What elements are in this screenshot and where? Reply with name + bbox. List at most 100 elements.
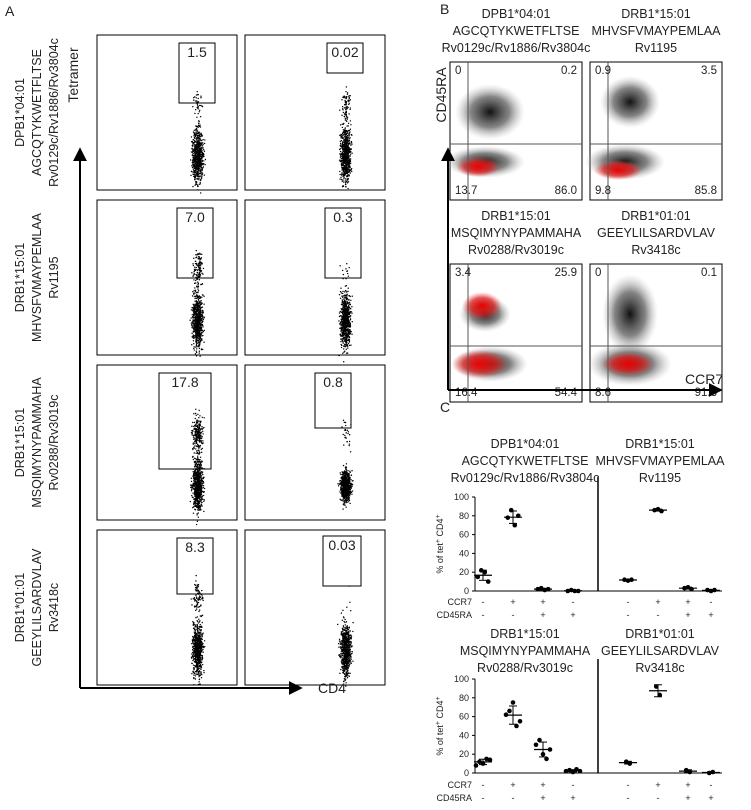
event	[198, 458, 200, 461]
event	[341, 180, 343, 182]
event	[341, 303, 344, 306]
event	[198, 297, 201, 299]
event	[202, 317, 204, 319]
event	[198, 475, 201, 477]
event	[339, 140, 341, 142]
event	[195, 434, 197, 437]
event	[345, 130, 348, 132]
event	[195, 523, 198, 526]
event	[201, 471, 204, 473]
event	[193, 279, 195, 281]
event	[343, 327, 346, 330]
gate	[326, 42, 364, 74]
event	[197, 150, 200, 152]
event	[340, 135, 343, 138]
event	[196, 455, 199, 457]
gate-value: 0.8	[323, 374, 343, 390]
event	[344, 479, 346, 481]
event	[195, 477, 197, 480]
event	[201, 152, 204, 154]
event	[346, 352, 349, 354]
event	[197, 185, 199, 188]
event	[195, 264, 198, 266]
event	[193, 295, 195, 297]
event	[340, 292, 343, 294]
event	[347, 325, 349, 328]
event	[197, 295, 199, 298]
event	[196, 151, 198, 153]
event	[348, 142, 351, 144]
event	[344, 180, 346, 182]
event	[343, 177, 345, 179]
event	[345, 186, 347, 188]
event	[343, 476, 346, 479]
event	[196, 132, 198, 135]
event	[345, 294, 347, 297]
event	[196, 332, 199, 335]
event	[199, 142, 201, 144]
event	[341, 493, 343, 496]
event	[198, 183, 200, 186]
event	[198, 111, 201, 113]
event	[202, 148, 204, 150]
event	[203, 142, 206, 145]
event	[193, 129, 196, 131]
event	[191, 434, 193, 436]
event	[202, 273, 204, 275]
event	[345, 151, 348, 154]
event	[194, 509, 197, 511]
event	[192, 475, 194, 477]
event	[348, 129, 351, 132]
event	[348, 440, 351, 443]
event	[192, 185, 194, 188]
event	[198, 440, 200, 442]
event	[345, 470, 348, 473]
event	[342, 141, 344, 143]
event	[345, 506, 347, 508]
event	[350, 308, 352, 310]
event	[345, 339, 347, 342]
event	[201, 428, 204, 430]
event	[199, 271, 201, 273]
event	[196, 338, 198, 340]
event	[344, 178, 347, 180]
event	[344, 491, 347, 494]
event	[198, 148, 201, 151]
event	[203, 341, 205, 343]
event	[197, 502, 200, 504]
event	[201, 460, 203, 462]
event	[196, 254, 198, 256]
event	[199, 481, 201, 483]
event	[349, 451, 352, 453]
event	[199, 161, 201, 163]
event	[347, 476, 349, 478]
flow-plot	[244, 199, 386, 356]
event	[343, 333, 345, 335]
event	[351, 143, 353, 145]
event	[344, 144, 346, 147]
event	[192, 131, 195, 133]
event	[201, 321, 204, 323]
event	[196, 428, 198, 430]
event	[193, 498, 195, 501]
event	[346, 92, 349, 94]
event	[193, 346, 195, 348]
event	[194, 346, 197, 348]
event	[339, 124, 342, 126]
event	[199, 458, 201, 461]
event	[199, 265, 202, 267]
event	[202, 318, 205, 321]
event	[345, 115, 348, 118]
row-label: GEEYLILSARDVLAV	[30, 548, 44, 667]
event	[204, 139, 206, 141]
event	[193, 314, 195, 317]
event	[194, 313, 196, 316]
event	[350, 487, 352, 489]
event	[201, 495, 204, 497]
event	[347, 152, 349, 154]
row-label: Rv3418c	[47, 583, 61, 632]
event	[346, 339, 349, 342]
event	[199, 355, 201, 357]
event	[196, 426, 199, 428]
event	[196, 482, 198, 485]
